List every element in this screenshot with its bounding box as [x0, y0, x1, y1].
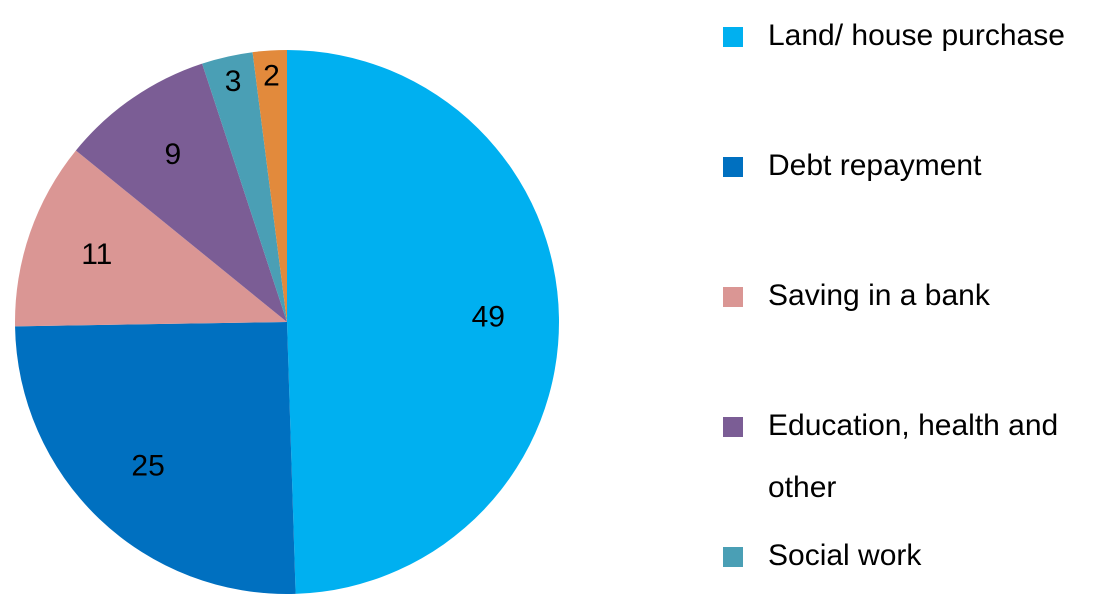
- legend-swatch: [723, 27, 743, 47]
- pie-slice: [15, 322, 296, 594]
- pie-slice: [252, 50, 287, 322]
- legend-label: Education, health and other: [768, 409, 1067, 504]
- data-label: 9: [165, 138, 182, 171]
- legend-label: Land/ house purchase: [768, 19, 1065, 52]
- legend-line: other: [768, 471, 836, 504]
- pie-slice: [202, 52, 287, 322]
- pie-slice: [14, 150, 287, 327]
- legend-line: Saving in a bank: [768, 279, 991, 312]
- legend-line: Education, health and: [768, 409, 1067, 442]
- legend-label: Saving in a bank: [768, 279, 991, 312]
- legend-label: Social work: [768, 539, 922, 572]
- legend-line: Social work: [768, 539, 922, 572]
- data-label: 25: [131, 450, 164, 483]
- legend-swatch: [723, 547, 743, 567]
- data-label: 49: [472, 301, 505, 334]
- legend-line: Debt repayment: [768, 149, 982, 182]
- data-label: 2: [263, 60, 280, 93]
- legend-swatch: [723, 287, 743, 307]
- legend-label: Debt repayment: [768, 149, 982, 182]
- pie-slice: [287, 50, 559, 594]
- pie-slice: [75, 63, 288, 322]
- data-label: 11: [81, 238, 112, 271]
- legend-swatch: [723, 157, 743, 177]
- legend-line: Land/ house purchase: [768, 19, 1065, 52]
- data-label: 3: [225, 65, 242, 98]
- legend-swatch: [723, 417, 743, 437]
